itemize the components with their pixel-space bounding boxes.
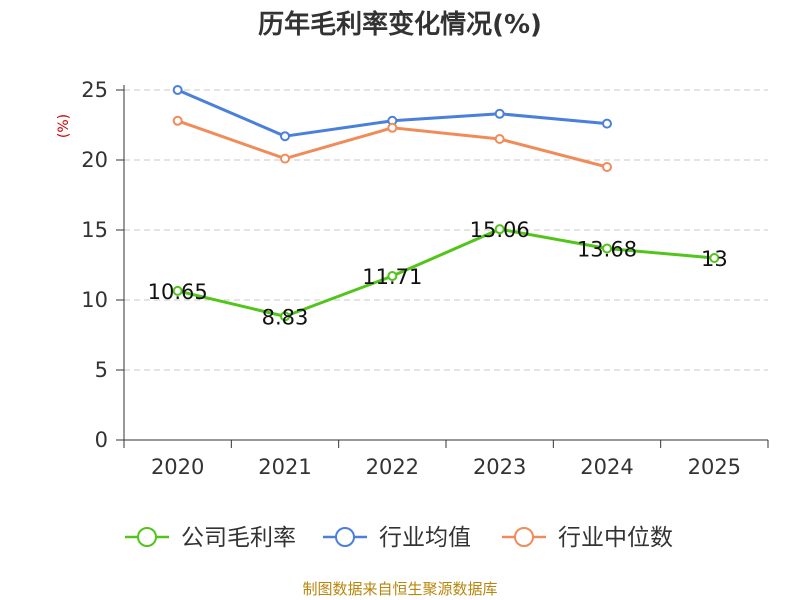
- y-axis-label: (%): [56, 114, 72, 138]
- chart-title: 历年毛利率变化情况(%): [258, 9, 542, 40]
- data-label-2020: 10.65: [148, 280, 208, 304]
- data-label-2021: 8.83: [262, 305, 309, 329]
- legend-marker-0: [137, 527, 157, 547]
- series-2-point-2021: [280, 153, 290, 164]
- y-tick-label-15: 15: [81, 218, 108, 242]
- x-tick-label-2024: 2024: [580, 455, 633, 479]
- y-tick-label-5: 5: [95, 358, 108, 382]
- data-label-2025: 13: [701, 247, 728, 271]
- series-2-point-2023: [494, 134, 505, 144]
- series-0-point-2022: [387, 271, 398, 282]
- source-note: 制图数据来自恒生聚源数据库: [302, 580, 497, 598]
- series-line-0: [177, 227, 715, 318]
- x-tick-label-2020: 2020: [151, 455, 204, 479]
- y-tick-label-10: 10: [81, 288, 108, 312]
- legend-marker-1: [335, 527, 355, 547]
- data-label-2023: 15.06: [470, 218, 530, 242]
- legend-item-1: 行业均值: [323, 525, 471, 551]
- legend-marker-2: [514, 527, 534, 547]
- data-labels: 10.65 8.83 11.71 15.06 13.68 13: [148, 218, 728, 329]
- series-0-point-2020: [172, 285, 183, 296]
- legend-label-1: 行业均值: [379, 525, 471, 551]
- y-tick-label-0: 0: [95, 428, 108, 452]
- series-2-point-2022: [387, 122, 398, 133]
- series-2-point-2024: [602, 162, 612, 172]
- legend-item-2: 行业中位数: [502, 525, 673, 551]
- y-tick-label-25: 25: [81, 78, 108, 102]
- grid-lines: [124, 89, 768, 371]
- y-tick-label-20: 20: [81, 148, 108, 172]
- legend-label-0: 公司毛利率: [181, 525, 296, 551]
- data-label-2024: 13.68: [577, 237, 637, 261]
- legend-item-0: 公司毛利率: [125, 525, 296, 551]
- data-label-2022: 11.71: [362, 265, 422, 289]
- series-0-point-2023: [494, 224, 505, 235]
- legend-label-2: 行业中位数: [558, 525, 673, 551]
- x-tick-label-2023: 2023: [473, 455, 526, 479]
- series-layer: [172, 85, 720, 322]
- series-1-point-2023: [494, 108, 505, 119]
- x-tick-label-2021: 2021: [258, 455, 311, 479]
- series-1-point-2021: [280, 131, 290, 142]
- x-tick-label-2025: 2025: [688, 455, 741, 479]
- series-1-point-2020: [172, 85, 183, 95]
- legend: 公司毛利率 行业均值 行业中位数: [125, 525, 673, 551]
- series-0-point-2025: [709, 253, 720, 263]
- series-2-point-2020: [172, 115, 183, 126]
- series-1-point-2024: [602, 118, 612, 129]
- series-0-point-2024: [602, 243, 612, 254]
- x-tick-label-2022: 2022: [366, 455, 419, 479]
- series-0-point-2021: [280, 311, 290, 322]
